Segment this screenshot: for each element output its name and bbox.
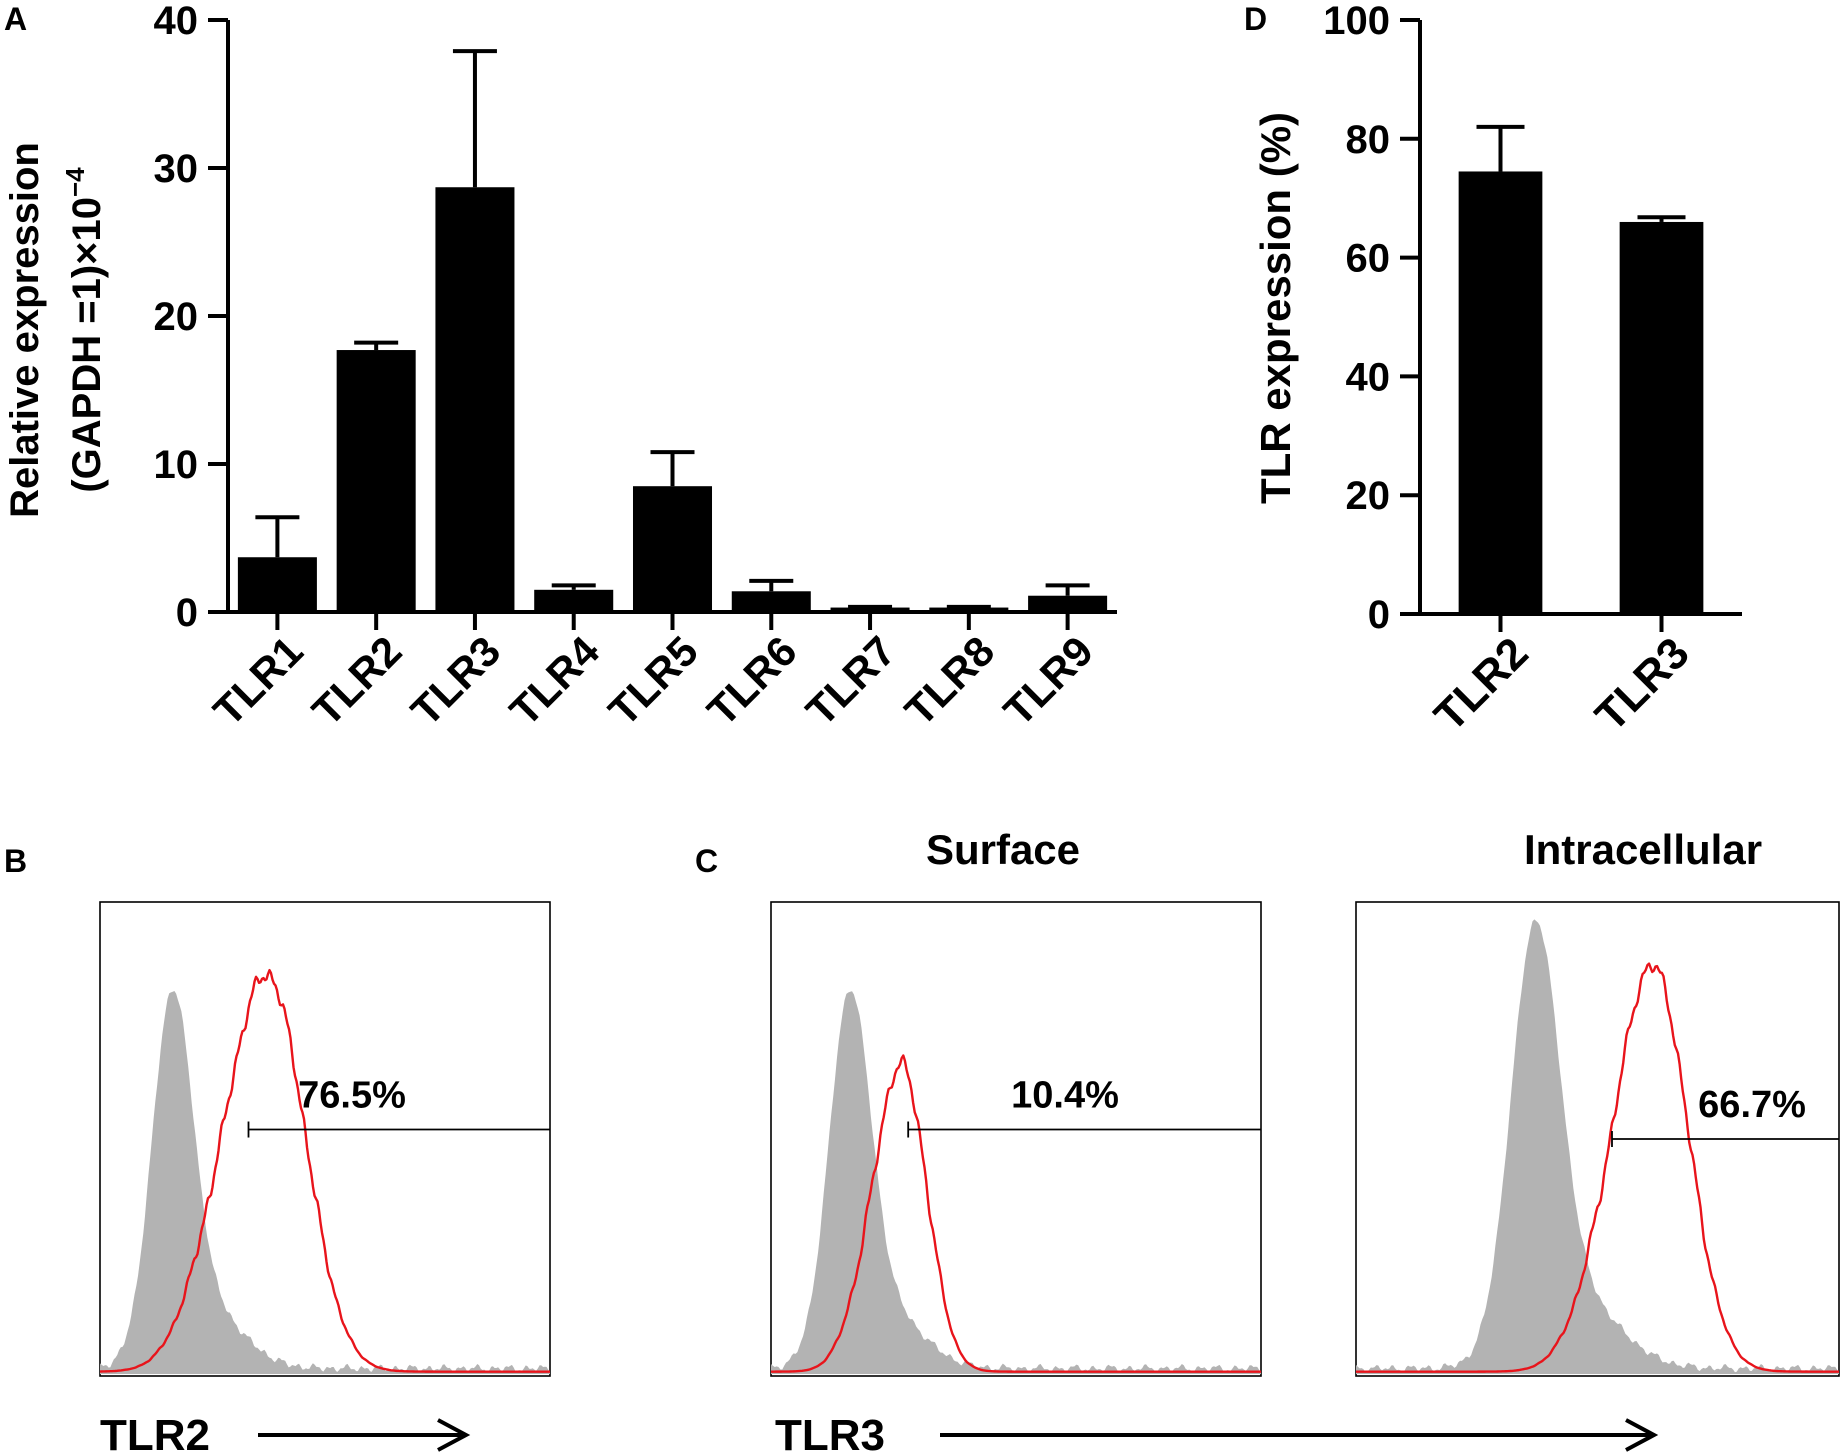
panel-b-marker-arrow: TLR2	[100, 1411, 471, 1456]
panel-d-bar-tlr2	[1458, 171, 1543, 614]
panel-a-x-tick-label: TLR3	[402, 627, 509, 734]
panel-b-gate-percent: 76.5%	[298, 1075, 406, 1117]
panel-b-stained-histogram	[99, 968, 550, 1373]
panel-a-ylabel-line2: (GAPDH =1)×10−4	[60, 167, 109, 493]
panel-d-bar-chart: TLR expression (%) 0 20 40 60 80 100 TLR2 TLR3	[1252, 0, 1742, 741]
panel-a-y-axis-title: Relative expression (GAPDH =1)×10−4	[3, 142, 109, 518]
panel-d-ylabel: TLR expression (%)	[1252, 112, 1299, 504]
panel-a-x-tick-label: TLR6	[698, 627, 805, 734]
panel-a-bar-tlr8	[929, 607, 1009, 612]
panel-a-x-tick-label: TLR5	[599, 627, 706, 734]
panel-c-surface-stained-histogram	[770, 1054, 1261, 1373]
panel-a-y-tick-label: 30	[154, 147, 199, 191]
panel-a-ylabel-line1: Relative expression	[3, 142, 47, 518]
panel-c-arrow-head	[1625, 1418, 1659, 1452]
panel-d-y-tick-label: 100	[1323, 0, 1390, 43]
panel-c-surface-frame	[770, 901, 1262, 1377]
panel-a-x-tick-label: TLR1	[204, 627, 311, 734]
panel-d-y-tick-label: 40	[1346, 355, 1391, 399]
panel-label-c: C	[695, 843, 718, 879]
panel-b-marker-label: TLR2	[100, 1411, 210, 1456]
panel-d-y-tick-label: 0	[1368, 593, 1390, 637]
panel-c-marker-arrow: TLR3	[775, 1411, 1659, 1456]
panel-b-frame	[99, 901, 551, 1377]
panel-c-intracellular-gate-percent: 66.7%	[1698, 1084, 1806, 1126]
panel-c-surface-title: Surface	[926, 826, 1080, 873]
panel-c-intracellular-title: Intracellular	[1524, 826, 1762, 873]
panel-c-surface-gate-percent: 10.4%	[1011, 1075, 1119, 1117]
panel-label-a: A	[4, 1, 27, 37]
panel-a-x-tick-label: TLR4	[501, 627, 609, 735]
panel-a-ylabel-line2-text: (GAPDH =1)×10	[65, 197, 109, 493]
panel-a-y-tick-label: 20	[154, 295, 199, 339]
panel-d-y-tick-label: 60	[1346, 237, 1391, 281]
panel-c-surface-histogram: 10.4%	[770, 901, 1262, 1377]
panel-a-bar-tlr3	[435, 187, 515, 613]
panel-d-x-tick-label: TLR3	[1586, 628, 1698, 740]
panel-a-bar-tlr5	[632, 486, 713, 612]
panel-c-surface-isotype-histogram	[771, 991, 1261, 1374]
panel-c-intracellular-isotype-histogram	[1356, 919, 1839, 1374]
panel-label-d: D	[1244, 1, 1267, 37]
panel-a-y-tick-label: 0	[176, 591, 198, 635]
panel-c-intracellular-stained-histogram	[1356, 962, 1839, 1373]
panel-b-isotype-histogram	[100, 991, 550, 1374]
panel-a-x-tick-label: TLR2	[303, 627, 410, 734]
panel-a-bar-tlr9	[1028, 595, 1108, 612]
panel-d-x-tick-label: TLR2	[1425, 628, 1537, 740]
panel-a-y-tick-label: 40	[154, 0, 199, 43]
panel-a-y-tick-label: 10	[154, 443, 199, 487]
panel-a-bar-tlr2	[336, 350, 416, 612]
panel-d-bar-tlr3	[1619, 221, 1704, 614]
panel-a-x-tick-label: TLR9	[994, 627, 1101, 734]
panel-b-arrow-head	[437, 1418, 471, 1452]
panel-a-ylabel-superscript: −4	[60, 167, 90, 197]
panel-b-flow-histogram: 76.5%	[99, 901, 551, 1377]
panel-a-bar-tlr6	[731, 591, 811, 612]
panel-a-x-tick-label: TLR7	[797, 627, 904, 734]
panel-d-y-tick-label: 20	[1346, 474, 1391, 518]
panel-a-bar-tlr7	[830, 607, 910, 612]
panel-a-bar-tlr4	[534, 589, 614, 612]
panel-a-bar-tlr1	[237, 557, 317, 612]
panel-a-x-tick-label: TLR8	[896, 627, 1003, 734]
panel-c-intracellular-histogram: 66.7%	[1355, 901, 1840, 1377]
panel-d-y-tick-label: 80	[1346, 118, 1391, 162]
panel-label-b: B	[4, 843, 27, 879]
panel-a-bar-chart: Relative expression (GAPDH =1)×10−4 0 10 2…	[3, 0, 1117, 735]
panel-c-marker-label: TLR3	[775, 1411, 885, 1456]
